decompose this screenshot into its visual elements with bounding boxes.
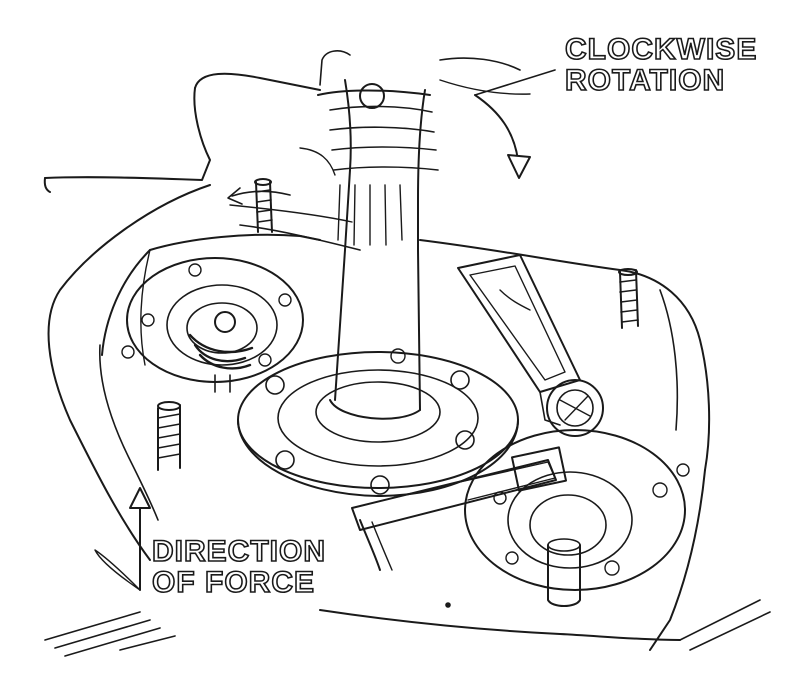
clockwise-line-1: CLOCKWISE	[564, 33, 758, 66]
left-spring-assembly	[121, 257, 304, 393]
coil-stud-right	[618, 268, 639, 329]
rotation-arrow-icon	[474, 69, 556, 179]
link-rod	[351, 446, 568, 571]
small-arrow-icon	[227, 187, 291, 205]
force-line-1: DIRECTION	[151, 535, 326, 568]
right-lower-assembly	[464, 429, 690, 607]
lever-arm	[457, 254, 604, 437]
force-line-2: OF FORCE	[151, 566, 315, 599]
central-column	[229, 50, 439, 420]
floor-hatching	[44, 599, 771, 657]
clockwise-line-2: ROTATION	[564, 64, 726, 97]
direction-of-force-label: DIRECTION OF FORCE	[151, 535, 326, 599]
coil-stud-left	[157, 401, 181, 471]
column-flange	[237, 348, 519, 497]
coil-stud-top	[254, 178, 273, 233]
clockwise-rotation-label: CLOCKWISE ROTATION	[564, 33, 758, 97]
housing-outline	[43, 57, 711, 651]
force-arrow-icon	[94, 487, 151, 591]
left-panel	[101, 233, 321, 366]
